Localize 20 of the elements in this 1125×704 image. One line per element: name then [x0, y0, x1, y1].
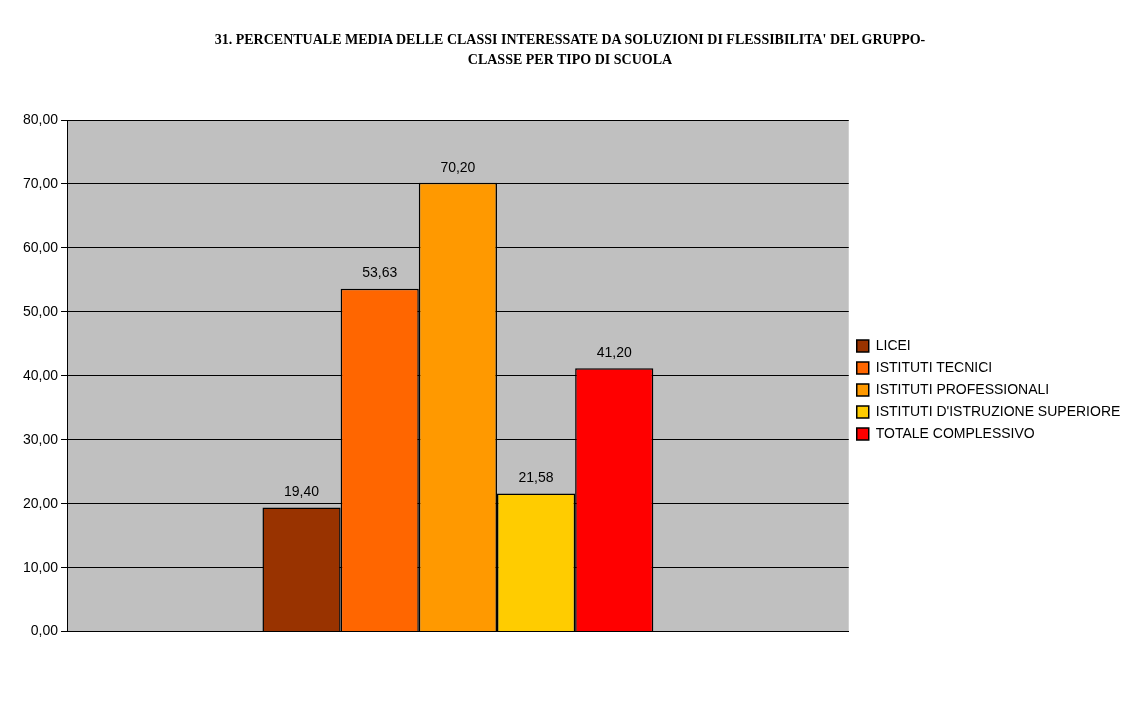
y-tick-label: 0,00 — [30, 622, 59, 639]
y-tick-label: 40,00 — [22, 366, 59, 383]
y-tick-label: 50,00 — [22, 302, 59, 319]
data-label: 21,58 — [518, 469, 554, 486]
legend-label: ISTITUTI D'ISTRUZIONE SUPERIORE — [875, 402, 1121, 419]
legend-label: TOTALE COMPLESSIVO — [875, 424, 1035, 441]
y-tick-label: 30,00 — [22, 430, 59, 447]
chart-title: 31. PERCENTUALE MEDIA DELLE CLASSI INTERESSATE DA SOLUZIONI DI FLESSIBILITA' DEL GRUPPO-CLASSE PER TIPO DI SCUOLA — [213, 31, 927, 69]
legend-label: ISTITUTI PROFESSIONALI — [875, 380, 1050, 397]
y-tick-label: 80,00 — [22, 110, 59, 127]
y-tick-label: 70,00 — [22, 174, 59, 191]
data-label: 53,63 — [362, 264, 398, 281]
legend-label: LICEI — [875, 336, 911, 353]
legend-label: ISTITUTI TECNICI — [875, 358, 993, 375]
y-tick-label: 20,00 — [22, 494, 59, 511]
data-label: 41,20 — [596, 343, 632, 360]
data-label: 70,20 — [440, 158, 476, 175]
y-tick-label: 10,00 — [22, 558, 59, 575]
data-label: 19,40 — [284, 483, 320, 500]
y-tick-label: 60,00 — [22, 238, 59, 255]
